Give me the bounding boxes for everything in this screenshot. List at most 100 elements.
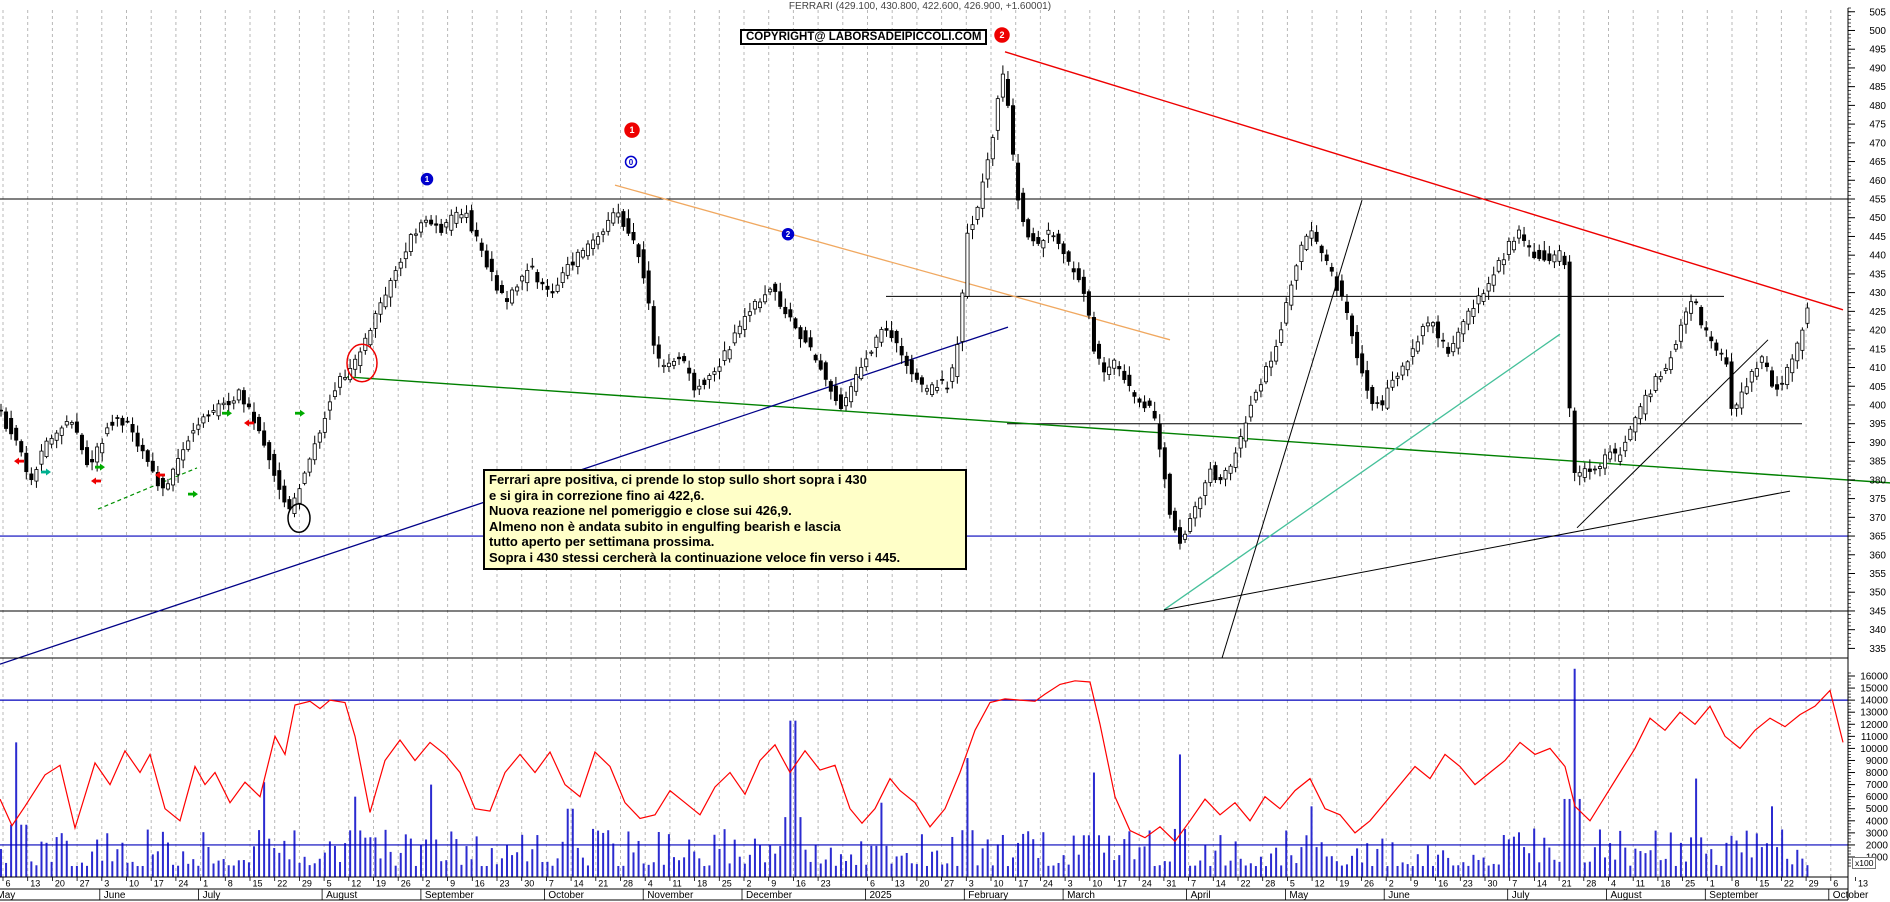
indicator-line [0, 680, 1844, 843]
chart-markers: 1 0 1 2 2 [14, 27, 1010, 534]
svg-text:December: December [746, 890, 793, 901]
annotation-line: tutto aperto per settimana prossima. [489, 534, 715, 550]
horizontal-levels [0, 198, 1848, 612]
annotation-line: Ferrari apre positiva, ci prende lo stop… [489, 472, 867, 487]
svg-text:410: 410 [1869, 363, 1886, 374]
svg-text:24: 24 [1142, 879, 1152, 889]
numbered-circle-marker [624, 155, 638, 169]
svg-text:1: 1 [425, 175, 430, 184]
svg-text:30: 30 [1488, 879, 1498, 889]
svg-text:30: 30 [524, 879, 534, 889]
annotation-line: Almeno non è andata subito in engulfing … [489, 518, 841, 534]
annotation-note[interactable]: Ferrari apre positiva, ci prende lo stop… [483, 469, 967, 570]
svg-text:6: 6 [1833, 879, 1838, 889]
svg-text:27: 27 [80, 879, 90, 889]
svg-text:May: May [0, 890, 15, 901]
ellipse-marker [287, 503, 311, 534]
svg-text:365: 365 [1869, 532, 1886, 543]
svg-text:3: 3 [969, 879, 974, 889]
signal-arrow-icon [14, 457, 19, 465]
svg-text:20: 20 [919, 879, 929, 889]
svg-text:29: 29 [302, 879, 312, 889]
svg-text:21: 21 [1562, 879, 1572, 889]
svg-text:495: 495 [1869, 45, 1886, 56]
signal-arrow-icon [91, 477, 96, 485]
signal-arrow-icon [155, 471, 160, 479]
black-august-fan [1576, 339, 1769, 529]
svg-text:6000: 6000 [1866, 792, 1889, 803]
svg-text:31: 31 [1166, 879, 1176, 889]
svg-text:5: 5 [1290, 879, 1295, 889]
svg-text:13: 13 [1858, 879, 1868, 889]
svg-text:400: 400 [1869, 400, 1886, 411]
svg-text:17: 17 [154, 879, 164, 889]
svg-text:23: 23 [500, 879, 510, 889]
svg-text:14: 14 [574, 879, 584, 889]
volume-bars [0, 668, 1809, 877]
svg-text:425: 425 [1869, 307, 1886, 318]
svg-text:16: 16 [475, 879, 485, 889]
svg-text:7: 7 [549, 879, 554, 889]
orange-downtrend [614, 184, 1171, 341]
svg-text:24: 24 [178, 879, 188, 889]
svg-text:420: 420 [1869, 326, 1886, 337]
svg-text:September: September [1709, 890, 1759, 901]
svg-text:9000: 9000 [1866, 756, 1889, 767]
svg-text:2000: 2000 [1866, 840, 1889, 851]
svg-text:380: 380 [1869, 475, 1886, 486]
svg-text:14000: 14000 [1860, 696, 1888, 707]
svg-text:23: 23 [1463, 879, 1473, 889]
svg-text:12: 12 [1315, 879, 1325, 889]
svg-text:1000: 1000 [1866, 853, 1889, 864]
svg-text:370: 370 [1869, 513, 1886, 524]
svg-text:3: 3 [1068, 879, 1073, 889]
svg-text:8: 8 [228, 879, 233, 889]
x-axis: 6 13 20 27 3 10 17 24 1 8 15 22 29 5 12 19 26 2 9 16 23 30 7 14… [0, 877, 1869, 901]
svg-text:26: 26 [1364, 879, 1374, 889]
svg-text:4: 4 [1611, 879, 1616, 889]
annotation-line: Nuova reazione nel pomeriggio e close su… [489, 503, 792, 519]
teal-fan [1163, 333, 1561, 611]
volume-axis: 1600015000140001300012000110001000090008… [1848, 672, 1888, 867]
svg-text:July: July [203, 890, 221, 901]
svg-text:18: 18 [1660, 879, 1670, 889]
svg-text:2: 2 [425, 879, 430, 889]
indicator-panel [0, 680, 1848, 846]
svg-text:395: 395 [1869, 419, 1886, 430]
svg-text:12000: 12000 [1860, 720, 1888, 731]
svg-text:4000: 4000 [1866, 816, 1889, 827]
svg-text:5: 5 [327, 879, 332, 889]
weekly-gridlines [2, 10, 1832, 877]
svg-text:July: July [1512, 890, 1530, 901]
svg-text:22: 22 [277, 879, 287, 889]
annotation-line: Sopra i 430 stessi cercherà la continuaz… [489, 549, 901, 565]
svg-text:24: 24 [1043, 879, 1053, 889]
svg-text:350: 350 [1869, 588, 1886, 599]
svg-text:470: 470 [1869, 138, 1886, 149]
svg-text:15: 15 [253, 879, 263, 889]
svg-text:17: 17 [1018, 879, 1028, 889]
svg-text:March: March [1067, 890, 1095, 901]
svg-text:2: 2 [1389, 879, 1394, 889]
red-resistance [1004, 51, 1844, 311]
svg-text:29: 29 [1809, 879, 1819, 889]
svg-text:9: 9 [450, 879, 455, 889]
svg-text:16: 16 [796, 879, 806, 889]
svg-text:360: 360 [1869, 550, 1886, 561]
trend-lines [0, 51, 1890, 665]
svg-text:0: 0 [629, 158, 634, 167]
svg-text:450: 450 [1869, 213, 1886, 224]
svg-text:19: 19 [376, 879, 386, 889]
svg-text:12: 12 [351, 879, 361, 889]
chart-title: FERRARI (429.100, 430.800, 422.600, 426.… [788, 1, 1052, 12]
svg-text:430: 430 [1869, 288, 1886, 299]
svg-text:26: 26 [401, 879, 411, 889]
green-support [346, 376, 1890, 484]
svg-text:485: 485 [1869, 82, 1886, 93]
black-shallow-fan [1163, 490, 1791, 611]
svg-text:25: 25 [1685, 879, 1695, 889]
svg-text:14: 14 [1216, 879, 1226, 889]
svg-text:10: 10 [994, 879, 1004, 889]
